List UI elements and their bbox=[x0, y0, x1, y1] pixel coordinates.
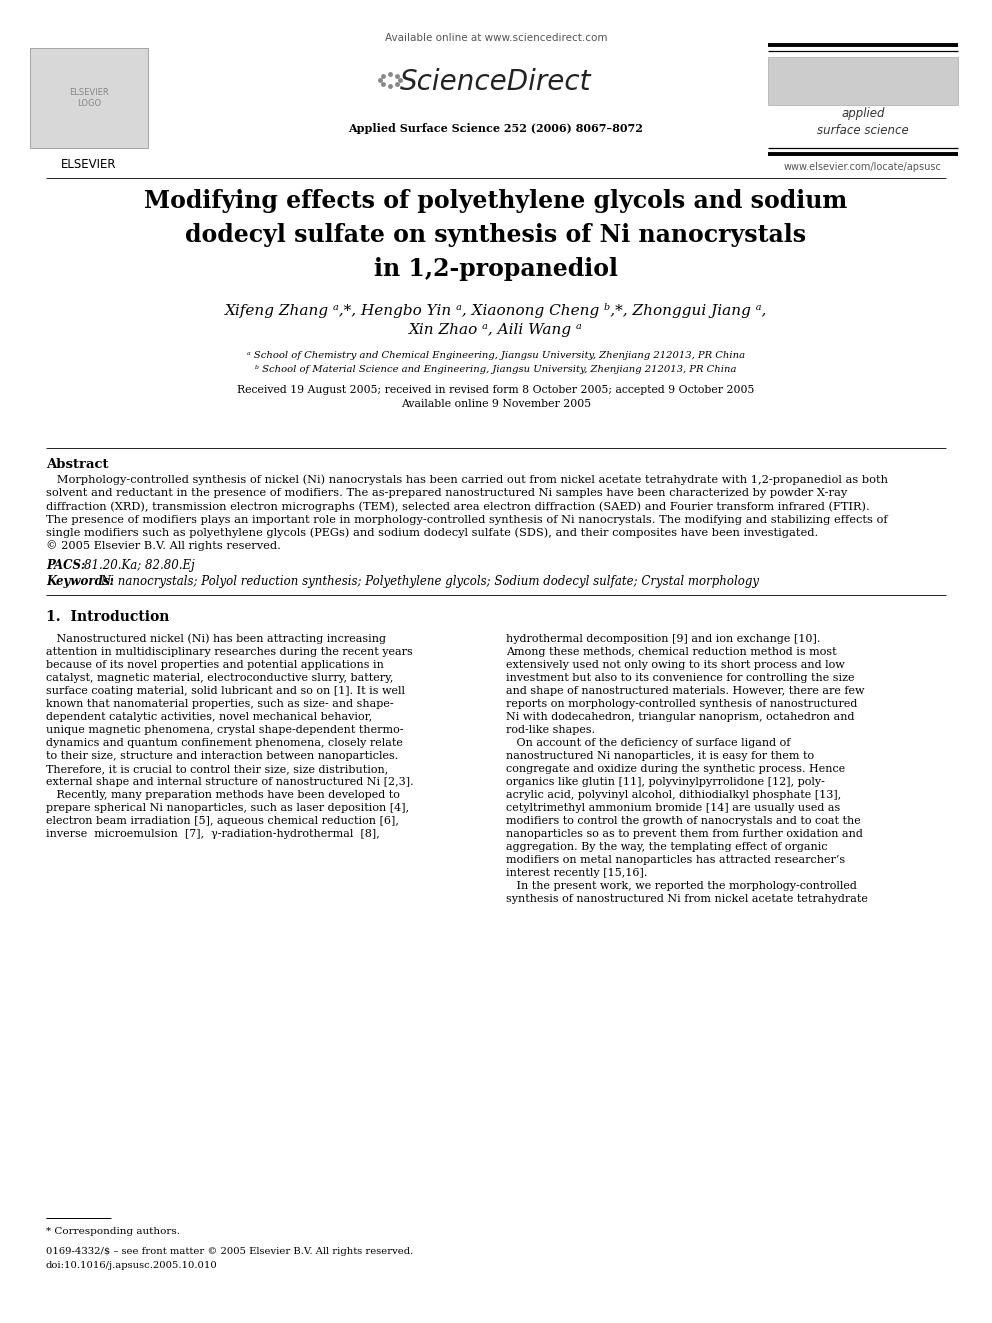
Text: Nanostructured nickel (Ni) has been attracting increasing: Nanostructured nickel (Ni) has been attr… bbox=[46, 634, 386, 644]
Text: 1.  Introduction: 1. Introduction bbox=[46, 610, 170, 624]
Text: reports on morphology-controlled synthesis of nanostructured: reports on morphology-controlled synthes… bbox=[506, 699, 857, 709]
Text: interest recently [15,16].: interest recently [15,16]. bbox=[506, 868, 648, 878]
Text: Ni with dodecahedron, triangular nanoprism, octahedron and: Ni with dodecahedron, triangular nanopri… bbox=[506, 712, 854, 722]
Text: Ni nanocrystals; Polyol reduction synthesis; Polyethylene glycols; Sodium dodecy: Ni nanocrystals; Polyol reduction synthe… bbox=[100, 574, 759, 587]
Text: Keywords:: Keywords: bbox=[46, 574, 118, 587]
Text: organics like glutin [11], polyvinylpyrrolidone [12], poly-: organics like glutin [11], polyvinylpyrr… bbox=[506, 777, 825, 787]
Text: Available online 9 November 2005: Available online 9 November 2005 bbox=[401, 400, 591, 409]
Text: ScienceDirect: ScienceDirect bbox=[400, 67, 592, 97]
Text: dependent catalytic activities, novel mechanical behavior,: dependent catalytic activities, novel me… bbox=[46, 712, 372, 722]
Text: cetyltrimethyl ammonium bromide [14] are usually used as: cetyltrimethyl ammonium bromide [14] are… bbox=[506, 803, 840, 814]
Text: catalyst, magnetic material, electroconductive slurry, battery,: catalyst, magnetic material, electrocond… bbox=[46, 673, 394, 683]
Text: modifiers on metal nanoparticles has attracted researcher’s: modifiers on metal nanoparticles has att… bbox=[506, 855, 845, 865]
Text: surface coating material, solid lubricant and so on [1]. It is well: surface coating material, solid lubrican… bbox=[46, 687, 405, 696]
Text: nanoparticles so as to prevent them from further oxidation and: nanoparticles so as to prevent them from… bbox=[506, 830, 863, 839]
Text: www.elsevier.com/locate/apsusc: www.elsevier.com/locate/apsusc bbox=[784, 161, 942, 172]
Text: ELSEVIER
LOGO: ELSEVIER LOGO bbox=[69, 89, 109, 107]
Text: On account of the deficiency of surface ligand of: On account of the deficiency of surface … bbox=[506, 738, 791, 749]
Text: to their size, structure and interaction between nanoparticles.: to their size, structure and interaction… bbox=[46, 751, 398, 761]
Text: congregate and oxidize during the synthetic process. Hence: congregate and oxidize during the synthe… bbox=[506, 765, 845, 774]
Text: electron beam irradiation [5], aqueous chemical reduction [6],: electron beam irradiation [5], aqueous c… bbox=[46, 816, 399, 826]
Text: Therefore, it is crucial to control their size, size distribution,: Therefore, it is crucial to control thei… bbox=[46, 765, 388, 774]
Text: dynamics and quantum confinement phenomena, closely relate: dynamics and quantum confinement phenome… bbox=[46, 738, 403, 749]
Text: Morphology-controlled synthesis of nickel (Ni) nanocrystals has been carried out: Morphology-controlled synthesis of nicke… bbox=[46, 475, 888, 486]
Text: Abstract: Abstract bbox=[46, 458, 108, 471]
Text: ELSEVIER: ELSEVIER bbox=[62, 157, 117, 171]
Text: inverse  microemulsion  [7],  γ-radiation-hydrothermal  [8],: inverse microemulsion [7], γ-radiation-h… bbox=[46, 830, 380, 839]
Text: The presence of modifiers plays an important role in morphology-controlled synth: The presence of modifiers plays an impor… bbox=[46, 515, 888, 525]
Text: diffraction (XRD), transmission electron micrographs (TEM), selected area electr: diffraction (XRD), transmission electron… bbox=[46, 501, 870, 512]
Text: Recently, many preparation methods have been developed to: Recently, many preparation methods have … bbox=[46, 790, 400, 800]
Bar bbox=[30, 48, 148, 148]
Text: Among these methods, chemical reduction method is most: Among these methods, chemical reduction … bbox=[506, 647, 836, 658]
Text: modifiers to control the growth of nanocrystals and to coat the: modifiers to control the growth of nanoc… bbox=[506, 816, 861, 826]
Text: known that nanomaterial properties, such as size- and shape-: known that nanomaterial properties, such… bbox=[46, 699, 394, 709]
Text: rod-like shapes.: rod-like shapes. bbox=[506, 725, 595, 736]
Text: 0169-4332/$ – see front matter © 2005 Elsevier B.V. All rights reserved.: 0169-4332/$ – see front matter © 2005 El… bbox=[46, 1248, 414, 1257]
Text: and shape of nanostructured materials. However, there are few: and shape of nanostructured materials. H… bbox=[506, 687, 864, 696]
Text: external shape and internal structure of nanostructured Ni [2,3].: external shape and internal structure of… bbox=[46, 777, 414, 787]
Text: * Corresponding authors.: * Corresponding authors. bbox=[46, 1228, 180, 1237]
Text: In the present work, we reported the morphology-controlled: In the present work, we reported the mor… bbox=[506, 881, 857, 892]
Text: synthesis of nanostructured Ni from nickel acetate tetrahydrate: synthesis of nanostructured Ni from nick… bbox=[506, 894, 868, 904]
Text: solvent and reductant in the presence of modifiers. The as-prepared nanostructur: solvent and reductant in the presence of… bbox=[46, 488, 847, 499]
Text: ᵇ School of Material Science and Engineering, Jiangsu University, Zhenjiang 2120: ᵇ School of Material Science and Enginee… bbox=[255, 365, 737, 374]
Text: © 2005 Elsevier B.V. All rights reserved.: © 2005 Elsevier B.V. All rights reserved… bbox=[46, 541, 281, 552]
Text: aggregation. By the way, the templating effect of organic: aggregation. By the way, the templating … bbox=[506, 843, 827, 852]
Text: single modifiers such as polyethylene glycols (PEGs) and sodium dodecyl sulfate : single modifiers such as polyethylene gl… bbox=[46, 528, 818, 538]
Bar bbox=[768, 57, 958, 105]
Text: doi:10.1016/j.apsusc.2005.10.010: doi:10.1016/j.apsusc.2005.10.010 bbox=[46, 1262, 218, 1270]
Text: because of its novel properties and potential applications in: because of its novel properties and pote… bbox=[46, 660, 384, 671]
Text: Received 19 August 2005; received in revised form 8 October 2005; accepted 9 Oct: Received 19 August 2005; received in rev… bbox=[237, 385, 755, 396]
Text: applied
surface science: applied surface science bbox=[817, 107, 909, 138]
Text: 81.20.Ka; 82.80.Ej: 81.20.Ka; 82.80.Ej bbox=[84, 558, 194, 572]
Text: extensively used not only owing to its short process and low: extensively used not only owing to its s… bbox=[506, 660, 845, 671]
Text: hydrothermal decomposition [9] and ion exchange [10].: hydrothermal decomposition [9] and ion e… bbox=[506, 634, 820, 644]
Text: Xifeng Zhang ᵃ,*, Hengbo Yin ᵃ, Xiaonong Cheng ᵇ,*, Zhonggui Jiang ᵃ,: Xifeng Zhang ᵃ,*, Hengbo Yin ᵃ, Xiaonong… bbox=[225, 303, 767, 318]
Text: acrylic acid, polyvinyl alcohol, dithiodialkyl phosphate [13],: acrylic acid, polyvinyl alcohol, dithiod… bbox=[506, 790, 841, 800]
Text: nanostructured Ni nanoparticles, it is easy for them to: nanostructured Ni nanoparticles, it is e… bbox=[506, 751, 814, 761]
Text: attention in multidisciplinary researches during the recent years: attention in multidisciplinary researche… bbox=[46, 647, 413, 658]
Text: Modifying effects of polyethylene glycols and sodium
dodecyl sulfate on synthesi: Modifying effects of polyethylene glycol… bbox=[145, 189, 847, 282]
Text: Applied Surface Science 252 (2006) 8067–8072: Applied Surface Science 252 (2006) 8067–… bbox=[348, 123, 644, 134]
Text: unique magnetic phenomena, crystal shape-dependent thermo-: unique magnetic phenomena, crystal shape… bbox=[46, 725, 404, 736]
Text: Xin Zhao ᵃ, Aili Wang ᵃ: Xin Zhao ᵃ, Aili Wang ᵃ bbox=[409, 323, 583, 337]
Text: investment but also to its convenience for controlling the size: investment but also to its convenience f… bbox=[506, 673, 854, 683]
Text: PACS:: PACS: bbox=[46, 558, 89, 572]
Text: ᵃ School of Chemistry and Chemical Engineering, Jiangsu University, Zhenjiang 21: ᵃ School of Chemistry and Chemical Engin… bbox=[247, 352, 745, 360]
Text: Available online at www.sciencedirect.com: Available online at www.sciencedirect.co… bbox=[385, 33, 607, 44]
Text: prepare spherical Ni nanoparticles, such as laser deposition [4],: prepare spherical Ni nanoparticles, such… bbox=[46, 803, 409, 814]
